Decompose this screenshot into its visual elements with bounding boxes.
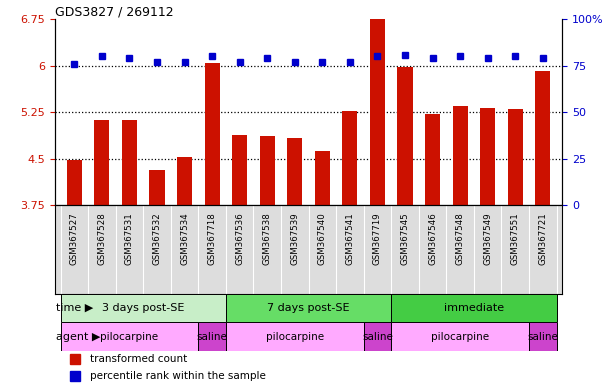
- Bar: [177, 157, 192, 205]
- Text: GSM367719: GSM367719: [373, 212, 382, 265]
- Bar: [67, 161, 82, 205]
- Bar: [94, 120, 109, 205]
- Text: saline: saline: [197, 332, 227, 342]
- Text: GSM367546: GSM367546: [428, 212, 437, 265]
- Bar: [315, 151, 330, 205]
- Text: agent ▶: agent ▶: [56, 332, 101, 342]
- Text: GSM367545: GSM367545: [401, 212, 409, 265]
- Text: GSM367534: GSM367534: [180, 212, 189, 265]
- Bar: [391, 322, 529, 351]
- Bar: [508, 109, 523, 205]
- Bar: [535, 71, 551, 205]
- Text: saline: saline: [362, 332, 393, 342]
- Bar: [287, 137, 302, 205]
- Bar: [226, 322, 364, 351]
- Text: GSM367531: GSM367531: [125, 212, 134, 265]
- Text: GSM367551: GSM367551: [511, 212, 520, 265]
- Text: percentile rank within the sample: percentile rank within the sample: [90, 371, 266, 381]
- Text: time ▶: time ▶: [56, 303, 93, 313]
- Bar: [364, 322, 391, 351]
- Text: saline: saline: [527, 332, 558, 342]
- Text: GDS3827 / 269112: GDS3827 / 269112: [55, 5, 174, 18]
- Bar: [199, 322, 226, 351]
- Text: GSM367541: GSM367541: [345, 212, 354, 265]
- Bar: [391, 294, 557, 322]
- Bar: [60, 322, 199, 351]
- Text: transformed count: transformed count: [90, 354, 188, 364]
- Bar: [60, 294, 226, 322]
- Text: GSM367536: GSM367536: [235, 212, 244, 265]
- Text: GSM367528: GSM367528: [97, 212, 106, 265]
- Bar: [480, 108, 496, 205]
- Bar: [425, 114, 440, 205]
- Bar: [205, 63, 220, 205]
- Text: GSM367548: GSM367548: [456, 212, 464, 265]
- Bar: [260, 136, 275, 205]
- Bar: [226, 294, 391, 322]
- Text: GSM367721: GSM367721: [538, 212, 547, 265]
- Text: GSM367538: GSM367538: [263, 212, 272, 265]
- Text: 3 days post-SE: 3 days post-SE: [102, 303, 185, 313]
- Text: GSM367539: GSM367539: [290, 212, 299, 265]
- Text: 7 days post-SE: 7 days post-SE: [267, 303, 350, 313]
- Text: GSM367532: GSM367532: [153, 212, 161, 265]
- Text: GSM367527: GSM367527: [70, 212, 79, 265]
- Bar: [453, 106, 468, 205]
- Bar: [342, 111, 357, 205]
- Text: GSM367718: GSM367718: [208, 212, 216, 265]
- Text: pilocarpine: pilocarpine: [266, 332, 324, 342]
- Bar: [149, 170, 164, 205]
- Text: GSM367549: GSM367549: [483, 212, 492, 265]
- Bar: [122, 120, 137, 205]
- Bar: [232, 135, 247, 205]
- Bar: [370, 19, 385, 205]
- Text: pilocarpine: pilocarpine: [431, 332, 489, 342]
- Text: immediate: immediate: [444, 303, 504, 313]
- Bar: [529, 322, 557, 351]
- Text: pilocarpine: pilocarpine: [100, 332, 158, 342]
- Bar: [397, 67, 412, 205]
- Text: GSM367540: GSM367540: [318, 212, 327, 265]
